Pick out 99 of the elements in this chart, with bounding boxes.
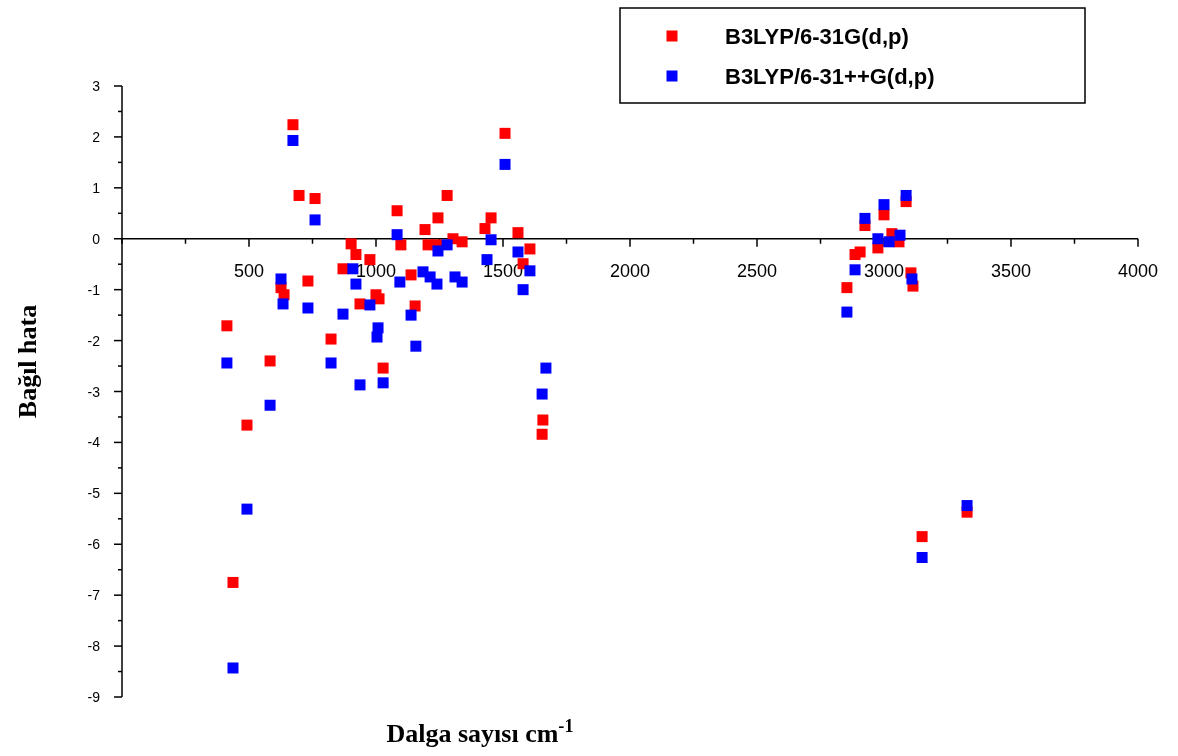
y-tick-label: 3 <box>92 78 101 94</box>
point <box>883 236 895 248</box>
point <box>485 212 497 224</box>
point <box>337 263 349 275</box>
point <box>287 134 299 146</box>
point <box>841 282 853 294</box>
point <box>350 249 362 261</box>
point <box>536 388 548 400</box>
point <box>878 199 890 211</box>
point <box>517 284 529 296</box>
point <box>302 275 314 287</box>
point <box>916 531 928 543</box>
point <box>961 500 973 512</box>
point <box>456 276 468 288</box>
x-tick-label: 500 <box>233 260 265 281</box>
point <box>540 362 552 374</box>
point <box>309 193 321 205</box>
point <box>499 158 511 170</box>
point <box>241 419 253 431</box>
point <box>536 428 548 440</box>
point <box>906 273 918 285</box>
y-tick-label: -8 <box>87 638 101 655</box>
x-axis-title: Dalga sayısı cm$^{-1}$ <box>386 716 574 748</box>
point <box>293 189 305 201</box>
point <box>854 246 866 258</box>
y-tick-label: -9 <box>87 689 101 705</box>
point <box>287 119 299 131</box>
point <box>859 212 871 224</box>
point <box>275 273 287 285</box>
y-tick-label: -7 <box>87 587 101 604</box>
point <box>395 239 407 251</box>
point <box>377 377 389 389</box>
point <box>432 212 444 224</box>
x-tick-label: 4000 <box>1117 260 1159 281</box>
point <box>841 306 853 318</box>
y-tick-label: -3 <box>87 383 101 400</box>
point <box>456 236 468 248</box>
point <box>364 299 376 311</box>
y-tick-label: 1 <box>92 179 101 196</box>
point <box>405 269 417 281</box>
legend-label: B3LYP/6-31G(d,p) <box>725 24 909 49</box>
point <box>221 357 233 369</box>
y-axis-title: Bağıl hata <box>13 304 42 419</box>
point <box>354 379 366 391</box>
point <box>485 234 497 246</box>
point <box>512 246 524 258</box>
point <box>221 320 233 332</box>
point <box>325 357 337 369</box>
y-tick-label: -5 <box>87 485 101 502</box>
point <box>345 238 357 250</box>
point <box>241 503 253 515</box>
point <box>441 189 453 201</box>
point <box>432 245 444 257</box>
point <box>337 308 349 320</box>
point <box>277 298 289 310</box>
point <box>325 333 337 345</box>
y-tick-label: -4 <box>87 434 101 451</box>
x-tick-label: 3000 <box>863 260 905 281</box>
point <box>916 551 928 563</box>
point <box>350 278 362 290</box>
point <box>537 414 549 426</box>
legend-label: B3LYP/6-31++G(d,p) <box>725 64 935 89</box>
point <box>878 209 890 221</box>
point <box>309 214 321 226</box>
y-tick-label: 0 <box>92 230 101 247</box>
point <box>441 239 453 251</box>
point <box>900 189 912 201</box>
point <box>524 265 536 277</box>
point <box>479 223 491 235</box>
y-tick-label: -6 <box>87 536 101 553</box>
y-tick-label: 2 <box>92 128 101 145</box>
x-tick-label: 3500 <box>990 260 1032 281</box>
point <box>524 243 536 255</box>
point <box>405 309 417 321</box>
point <box>849 264 861 276</box>
point <box>512 227 524 239</box>
point <box>391 205 403 217</box>
point <box>394 276 406 288</box>
point <box>499 127 511 139</box>
point <box>409 300 421 312</box>
x-tick-label: 1000 <box>355 260 397 281</box>
point <box>419 224 431 236</box>
point <box>872 233 884 245</box>
point <box>431 278 443 290</box>
point <box>371 331 383 343</box>
y-tick-label: -2 <box>87 332 101 349</box>
point <box>264 399 276 411</box>
x-tick-label: 2500 <box>736 260 778 281</box>
point <box>391 229 403 241</box>
y-tick-label: -1 <box>87 281 101 298</box>
point <box>227 662 239 674</box>
point <box>894 229 906 241</box>
x-tick-label: 2000 <box>609 260 651 281</box>
point <box>410 340 422 352</box>
point <box>372 322 384 334</box>
point <box>264 355 276 367</box>
point <box>377 362 389 374</box>
point <box>227 576 239 588</box>
point <box>302 302 314 314</box>
